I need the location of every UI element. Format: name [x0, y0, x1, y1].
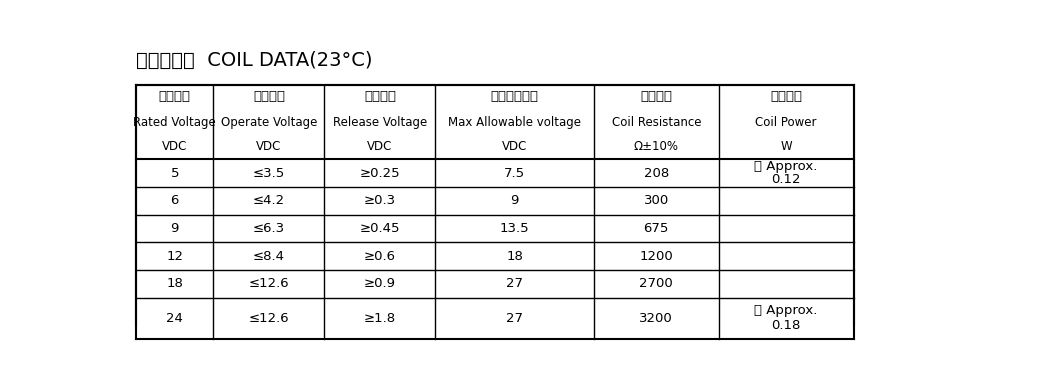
Text: 1200: 1200 [639, 250, 673, 263]
Text: ≥1.8: ≥1.8 [364, 312, 395, 325]
Text: 释放电压: 释放电压 [364, 90, 395, 103]
Text: 2700: 2700 [639, 277, 673, 290]
Text: 3200: 3200 [639, 312, 673, 325]
Text: 线圈电阻: 线圈电阻 [640, 90, 673, 103]
Text: 7.5: 7.5 [504, 167, 525, 180]
Text: Coil Resistance: Coil Resistance [611, 116, 701, 128]
Text: ≥0.3: ≥0.3 [364, 194, 395, 208]
Text: 9: 9 [170, 222, 179, 235]
Text: 13.5: 13.5 [500, 222, 529, 235]
Text: Ω±10%: Ω±10% [634, 139, 679, 153]
Text: ≤6.3: ≤6.3 [253, 222, 285, 235]
Text: 300: 300 [644, 194, 668, 208]
Text: 0.18: 0.18 [771, 320, 801, 332]
Text: W: W [781, 139, 792, 153]
Text: Release Voltage: Release Voltage [333, 116, 427, 128]
Text: VDC: VDC [162, 139, 188, 153]
Text: ≥0.9: ≥0.9 [364, 277, 395, 290]
Text: 27: 27 [507, 277, 523, 290]
Text: ≤4.2: ≤4.2 [253, 194, 285, 208]
Text: 线圈功耗: 线圈功耗 [770, 90, 802, 103]
Text: Rated Voltage: Rated Voltage [134, 116, 216, 128]
Text: 5: 5 [170, 167, 179, 180]
Text: ≥0.6: ≥0.6 [364, 250, 395, 263]
Text: 额定电压: 额定电压 [159, 90, 191, 103]
Text: 0.12: 0.12 [771, 173, 801, 186]
Text: Coil Power: Coil Power [756, 116, 817, 128]
Text: VDC: VDC [256, 139, 281, 153]
Text: 线圈规格表  COIL DATA(23°C): 线圈规格表 COIL DATA(23°C) [136, 51, 373, 70]
Text: Operate Voltage: Operate Voltage [221, 116, 317, 128]
Text: 675: 675 [644, 222, 668, 235]
Text: 18: 18 [166, 277, 184, 290]
Text: 12: 12 [166, 250, 184, 263]
Text: ≤3.5: ≤3.5 [253, 167, 285, 180]
Text: 约 Approx.: 约 Approx. [755, 160, 818, 173]
Text: 约 Approx.: 约 Approx. [755, 303, 818, 317]
Text: ≤8.4: ≤8.4 [253, 250, 284, 263]
Text: 18: 18 [507, 250, 523, 263]
Text: ≤12.6: ≤12.6 [249, 312, 290, 325]
Text: 最大允许电压: 最大允许电压 [491, 90, 539, 103]
Text: 6: 6 [170, 194, 179, 208]
Text: 27: 27 [507, 312, 523, 325]
Text: VDC: VDC [367, 139, 392, 153]
Text: 9: 9 [511, 194, 519, 208]
Text: 208: 208 [644, 167, 668, 180]
Text: Max Allowable voltage: Max Allowable voltage [448, 116, 581, 128]
Text: ≤12.6: ≤12.6 [249, 277, 290, 290]
Text: 24: 24 [166, 312, 184, 325]
Text: ≥0.45: ≥0.45 [360, 222, 401, 235]
Text: 动作电压: 动作电压 [253, 90, 284, 103]
Text: ≥0.25: ≥0.25 [359, 167, 401, 180]
Text: VDC: VDC [502, 139, 527, 153]
Bar [136, 85, 854, 339]
